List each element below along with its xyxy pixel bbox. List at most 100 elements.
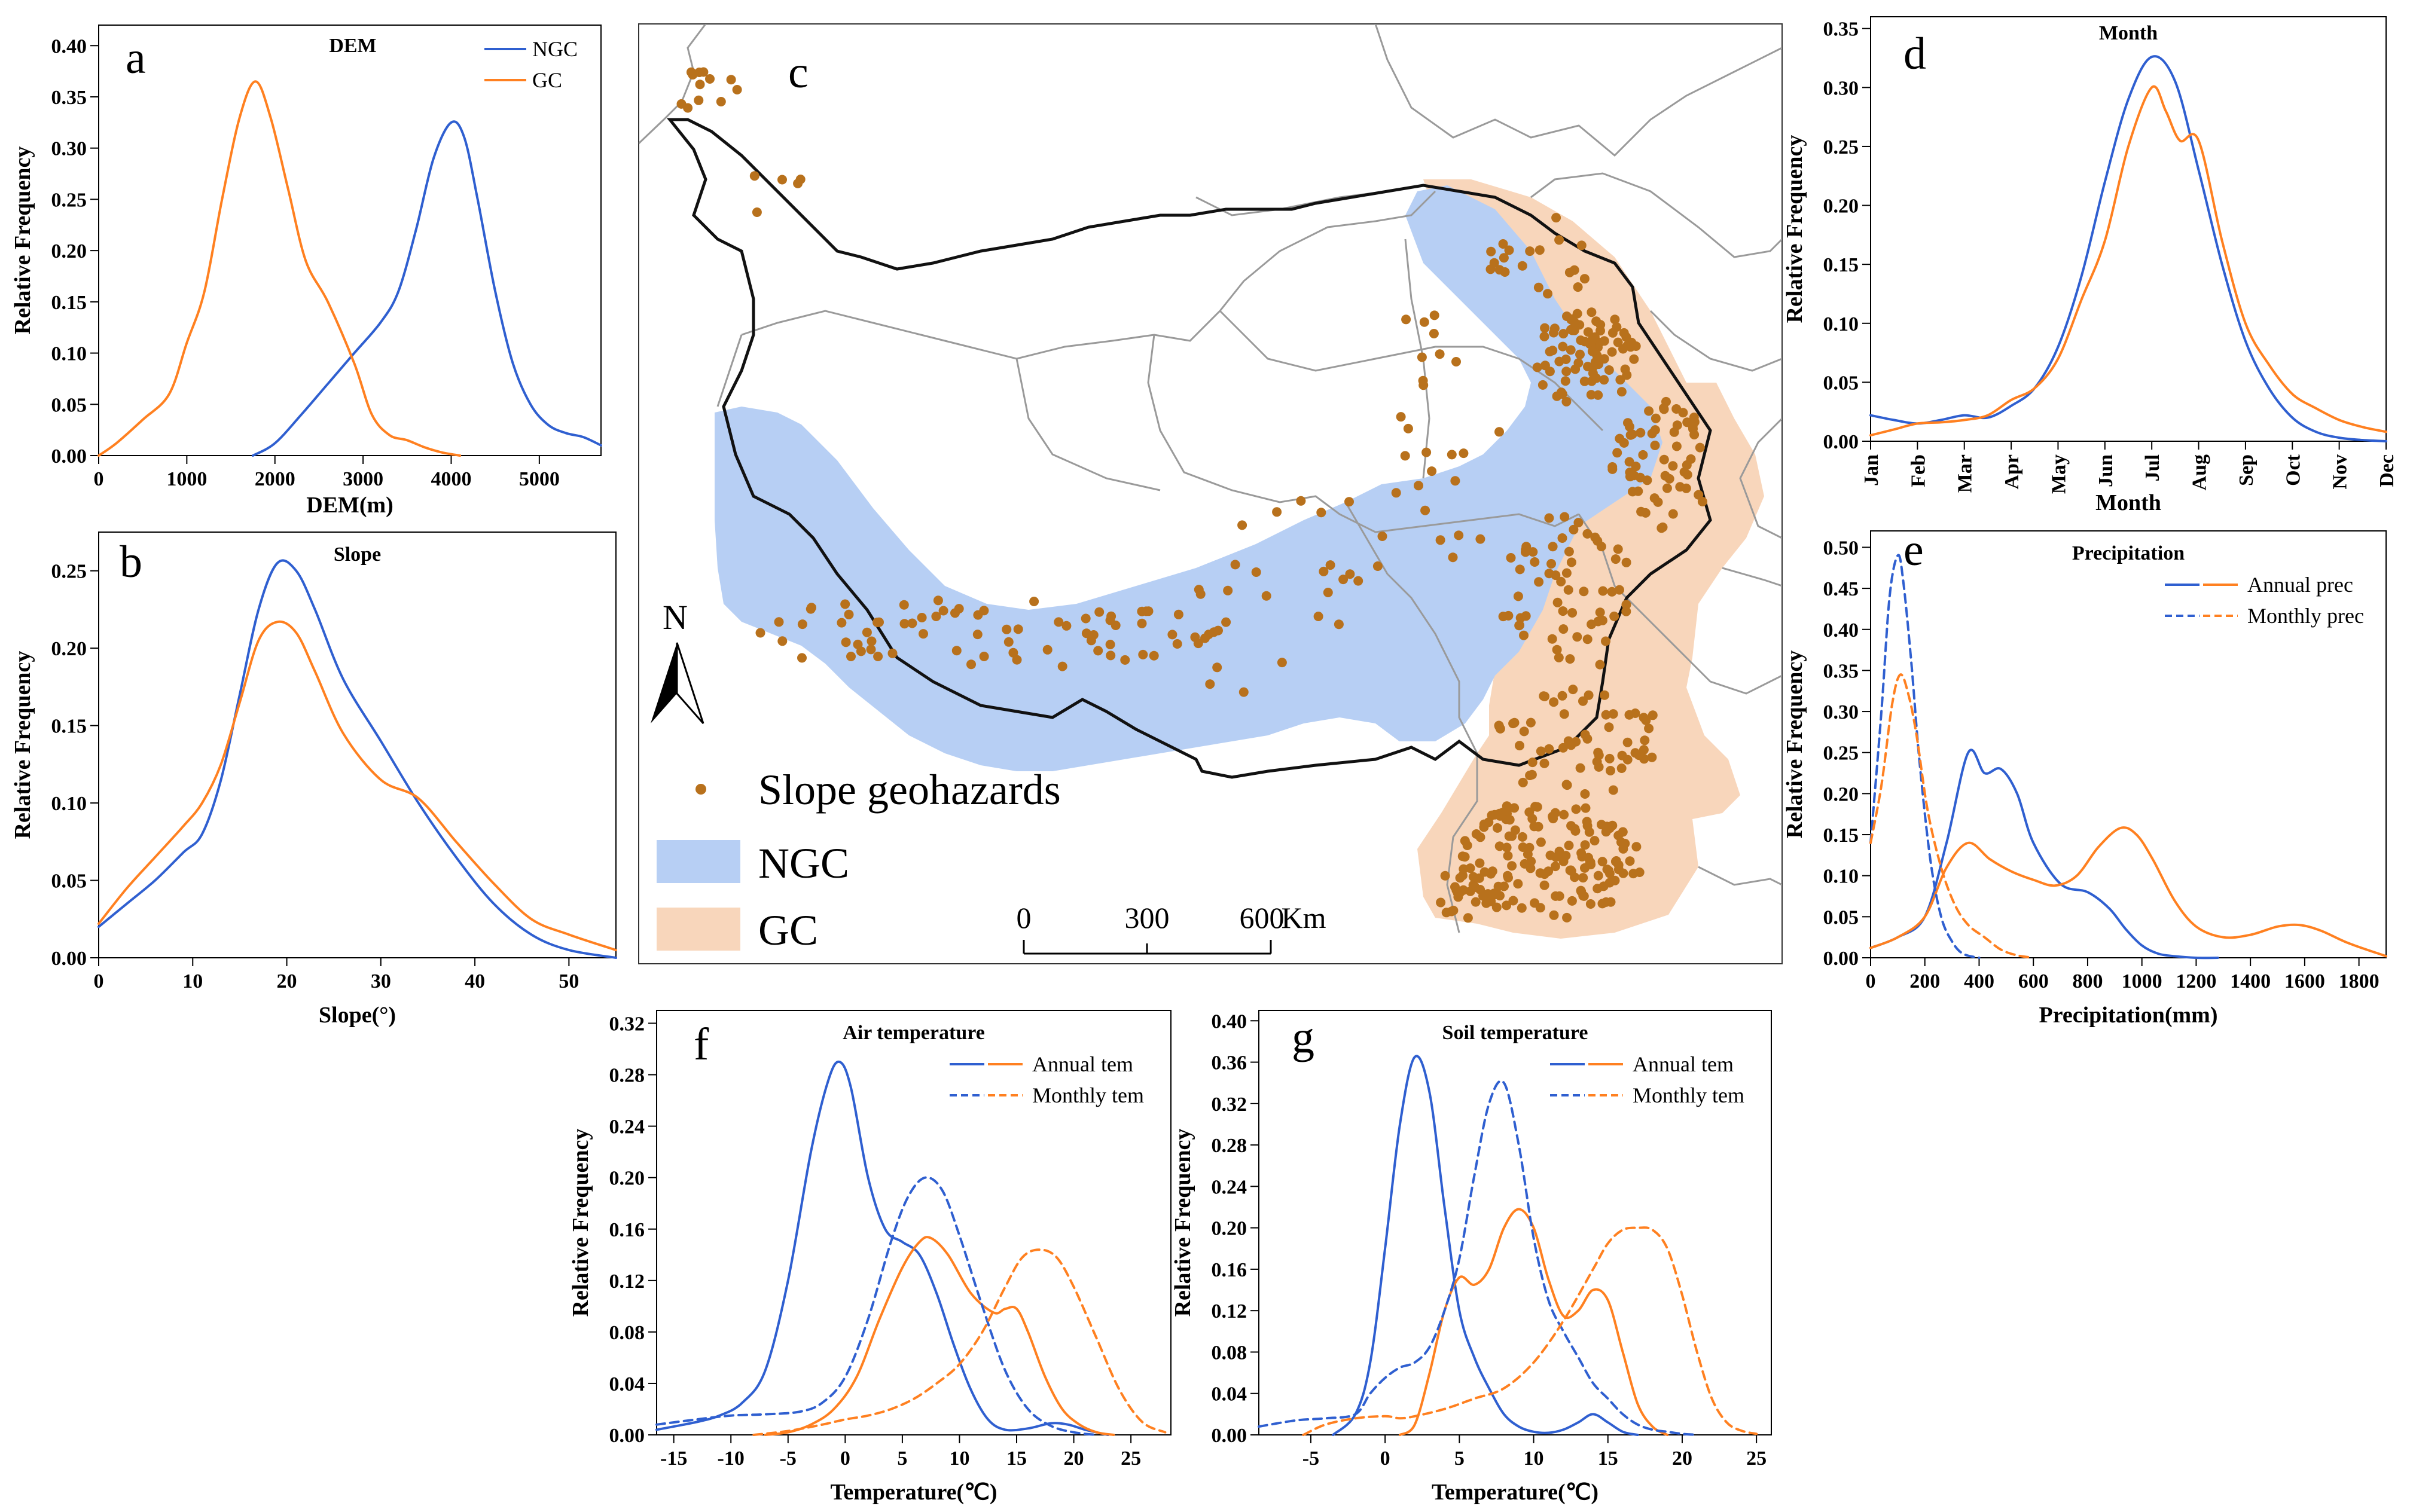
geohazard-dot <box>1414 481 1423 491</box>
geohazard-dot <box>1540 361 1550 371</box>
geohazard-dot <box>1429 310 1439 320</box>
geohazard-dot <box>1580 840 1590 850</box>
geohazard-dot <box>1323 588 1333 597</box>
geohazard-dot <box>1195 589 1206 599</box>
geohazard-dot <box>732 85 742 94</box>
x-tick-label: 0 <box>840 1447 850 1470</box>
legend-label: Monthly tem <box>1032 1083 1144 1107</box>
geohazard-dot <box>1650 441 1660 450</box>
geohazard-dot <box>950 608 960 618</box>
y-tick-label: 0.00 <box>51 445 87 468</box>
geohazard-dot <box>694 95 704 105</box>
chart-title: Soil temperature <box>1442 1022 1588 1044</box>
geohazard-dot <box>1485 896 1495 906</box>
y-tick-label: 0.00 <box>609 1425 645 1447</box>
geohazard-dot <box>1489 888 1499 899</box>
y-tick-label: 0.04 <box>1212 1383 1247 1406</box>
geohazard-dot <box>1372 561 1383 571</box>
ngc-legend-label: NGC <box>758 839 849 887</box>
geohazard-dot <box>1559 810 1569 820</box>
geohazard-dot <box>1494 841 1505 851</box>
geohazard-dot <box>1539 331 1549 341</box>
geohazard-dot <box>1587 307 1597 317</box>
y-tick-label: 0.04 <box>609 1373 645 1395</box>
y-tick-label: 0.15 <box>51 716 87 738</box>
geohazard-dot <box>1494 722 1505 732</box>
geohazard-dot <box>755 628 765 638</box>
plot-frame <box>656 1010 1172 1435</box>
geohazard-dot <box>1595 607 1605 618</box>
geohazard-dot <box>1621 606 1631 616</box>
x-tick-label: Dec <box>2376 454 2398 487</box>
geohazard-dot <box>1540 323 1550 333</box>
geohazard-dot <box>1447 450 1457 460</box>
geohazard-dot <box>1520 859 1530 869</box>
geohazard-dot <box>1582 634 1593 644</box>
geohazard-dot <box>1539 758 1549 768</box>
geohazard-dot <box>1319 566 1329 576</box>
gc-zone <box>1417 179 1764 939</box>
geohazard-dot <box>1587 346 1597 356</box>
x-axis-label: DEM(m) <box>306 493 393 518</box>
y-tick-label: 0.15 <box>1823 254 1859 276</box>
geohazard-dot <box>1561 366 1572 377</box>
geohazard-dot <box>1562 912 1572 923</box>
geohazard-dot <box>1546 559 1556 569</box>
geohazard-dot <box>1664 474 1674 484</box>
y-tick-label: 0.30 <box>1823 701 1859 723</box>
geohazard-dot <box>1590 836 1600 846</box>
y-tick-label: 0.25 <box>51 189 87 211</box>
geohazard-dot <box>1469 882 1479 893</box>
panel-letter-e: e <box>1903 525 1924 575</box>
x-tick-label: Aug <box>2189 454 2211 490</box>
geohazard-dot <box>1094 607 1105 617</box>
geohazard-dot <box>1615 585 1624 595</box>
geohazard-dot <box>1619 438 1629 448</box>
geohazard-dot <box>1565 865 1575 875</box>
geohazard-dot <box>752 207 762 217</box>
geohazard-dot <box>1624 710 1634 720</box>
geohazard-dot <box>1567 608 1578 618</box>
geohazard-dot <box>1536 837 1546 847</box>
geohazard-dot <box>1631 462 1641 472</box>
geohazard-dot <box>1561 780 1572 790</box>
x-tick-label: 3000 <box>343 468 383 490</box>
geohazard-dot <box>1137 618 1147 628</box>
geohazard-dot <box>1575 349 1585 359</box>
geohazard-dot <box>966 659 976 670</box>
x-tick-label: 2000 <box>255 468 295 490</box>
geohazard-dot <box>1625 856 1635 866</box>
scale-unit: Km <box>1282 901 1326 934</box>
geohazard-dot <box>1618 838 1628 848</box>
geohazard-dot <box>1533 821 1543 832</box>
scale-label-0: 0 <box>1017 901 1032 934</box>
geohazard-dot <box>1509 717 1520 728</box>
geohazard-dot <box>1325 560 1335 570</box>
geohazard-dot <box>1008 647 1018 658</box>
geohazard-dot <box>1513 591 1523 601</box>
geohazard-dot <box>1554 652 1564 662</box>
geohazard-dot <box>1277 658 1287 668</box>
geohazard-dot <box>1061 621 1072 631</box>
geohazard-dot <box>1353 576 1363 586</box>
geohazard-dot <box>1557 389 1567 399</box>
geohazard-dot <box>1618 827 1628 837</box>
geohazard-dot <box>1650 425 1660 435</box>
y-tick-label: 0.35 <box>1823 660 1859 682</box>
geohazard-dot <box>1507 861 1517 871</box>
series-line-monthly-tem-gc <box>1302 1226 1758 1436</box>
y-tick-label: 0.20 <box>1823 783 1859 805</box>
x-tick-label: 50 <box>559 970 579 992</box>
geohazard-dot <box>1628 869 1639 879</box>
geohazard-dot <box>1013 624 1023 634</box>
y-axis-label: Relative Frequency <box>10 146 35 335</box>
geohazard-dot <box>1539 691 1549 701</box>
geohazard-dot <box>1572 632 1582 642</box>
geohazard-dot <box>1618 868 1628 878</box>
geohazard-dot <box>1672 420 1682 430</box>
geohazard-dot <box>1608 709 1618 719</box>
y-tick-label: 0.00 <box>1823 431 1859 453</box>
x-axis-label: Precipitation(mm) <box>2039 1003 2218 1028</box>
geohazard-dot <box>1105 640 1115 649</box>
geohazard-dot <box>1172 639 1182 649</box>
